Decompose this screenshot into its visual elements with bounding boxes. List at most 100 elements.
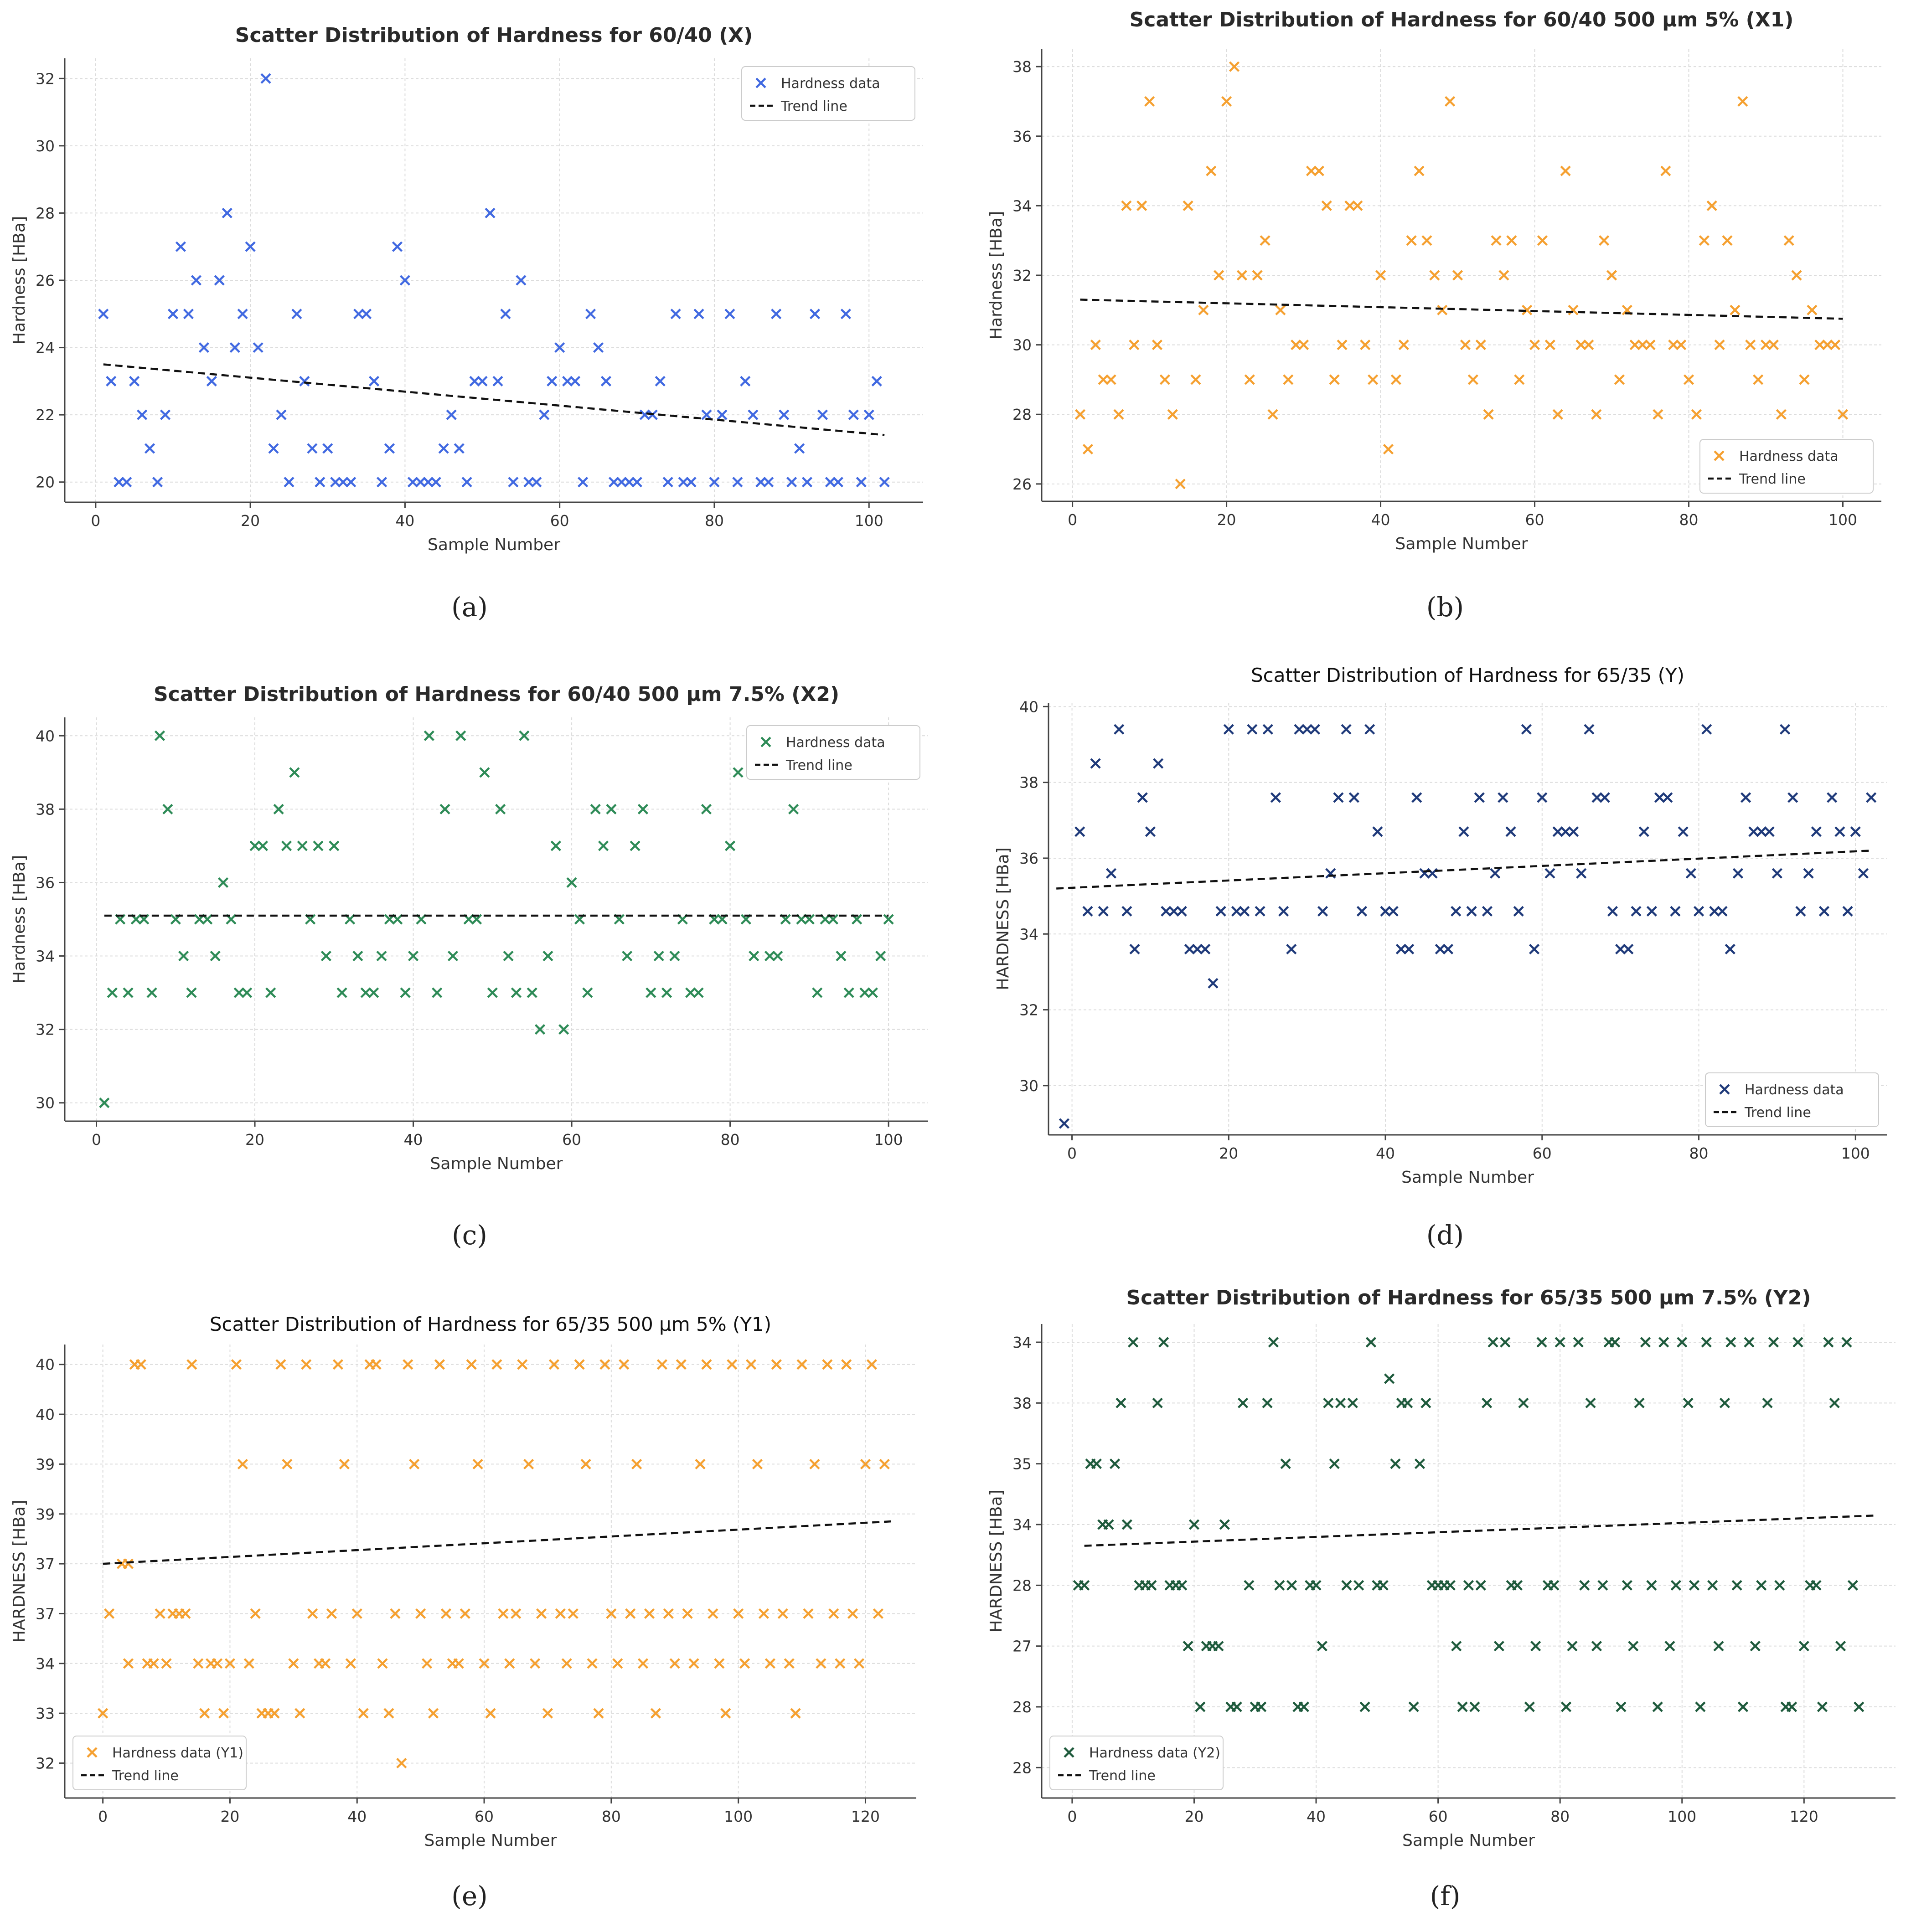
data-point [257,840,268,851]
data-point [732,477,743,488]
data-point [123,1558,134,1569]
data-point [764,1658,775,1669]
data-point [582,987,593,998]
data-point [593,342,604,353]
data-point [1098,374,1109,385]
data-point [1599,235,1610,246]
y-tick-label: 38 [1012,1394,1032,1412]
data-point [1223,724,1234,735]
data-point [423,477,434,488]
data-point [1215,906,1226,917]
data-point [693,309,704,319]
data-point [1555,1337,1565,1348]
data-point [1451,906,1462,917]
data-point [212,1658,223,1669]
data-point [1537,235,1548,246]
data-point [1309,724,1320,735]
data-point [1699,235,1710,246]
y-tick-label: 28 [1012,406,1032,423]
data-point [307,1608,318,1619]
data-point [1544,868,1555,879]
data-point [534,1024,546,1035]
data-point [1286,1580,1297,1591]
data-point [590,804,601,814]
data-point [492,376,503,386]
chart-title: Scatter Distribution of Hardness for 65/… [1251,664,1684,686]
data-point [542,1708,553,1719]
y-tick-label: 34 [1019,925,1038,943]
data-point [1341,724,1352,735]
data-point [183,309,194,319]
data-point [1579,1580,1590,1591]
data-point [709,477,720,488]
data-point [686,477,697,488]
data-point [1591,1641,1602,1652]
data-point [511,987,522,998]
data-points [1059,724,1877,1129]
data-point [1506,235,1517,246]
data-point [1190,374,1201,385]
data-point [400,987,411,998]
legend-marker [1064,1747,1074,1758]
y-tick-label: 28 [1012,1759,1032,1777]
data-point [1575,340,1586,350]
y-tick-label: 36 [1019,850,1038,867]
data-point [1353,1580,1364,1591]
data-point [606,804,617,814]
trend-line [1056,850,1871,890]
data-point [825,477,836,488]
data-point [384,443,395,454]
data-point [1549,1580,1560,1591]
data-point [1074,826,1085,837]
data-point [114,477,124,488]
y-tick-label: 38 [1012,58,1032,76]
data-point [631,1458,642,1470]
data-point [816,1658,826,1669]
data-point [1262,724,1273,735]
data-point [1490,868,1501,879]
data-point [180,1608,191,1619]
y-tick-label: 38 [36,800,55,818]
data-point [835,1658,846,1669]
data-point [1614,374,1625,385]
data-point [485,207,496,219]
data-point [1208,978,1219,989]
data-point [455,730,466,741]
x-tick-label: 100 [1828,511,1857,529]
data-point [1291,340,1302,350]
data-point [103,1608,115,1619]
data-point [1221,96,1232,107]
data-point [1378,1580,1389,1591]
chart-panel-e: 0 20 40 60 80 100 120 32 33 34 37 37 39 39 40 40 Scatter… [10,1313,916,1850]
data-point [841,1359,852,1370]
data-points [1073,1337,1865,1712]
data-point [1467,374,1478,385]
data-point [422,1658,433,1669]
data-point [1584,724,1595,735]
data-point [1529,340,1540,350]
x-tick-label: 60 [562,1131,581,1149]
data-point [1798,1641,1809,1652]
data-point [1748,826,1759,837]
y-tick-label: 20 [36,474,55,491]
y-tick-label: 28 [1012,1577,1032,1594]
data-point [867,987,878,998]
data-point [1323,1397,1334,1408]
data-point [1348,792,1359,803]
plot-area [1042,1324,1896,1798]
data-point [676,1359,687,1370]
data-point [1513,906,1524,917]
data-point [1090,340,1101,350]
data-point [1347,1397,1358,1408]
data-point [1239,906,1250,917]
x-tick-label: 0 [92,1131,101,1149]
data-point [1161,906,1172,917]
data-point [1146,1580,1157,1591]
data-point [1388,906,1399,917]
data-point [1514,374,1525,385]
data-point [291,309,302,319]
data-point [883,914,894,925]
data-point [1105,868,1117,879]
data-point [289,767,300,778]
data-point [1420,1397,1431,1408]
